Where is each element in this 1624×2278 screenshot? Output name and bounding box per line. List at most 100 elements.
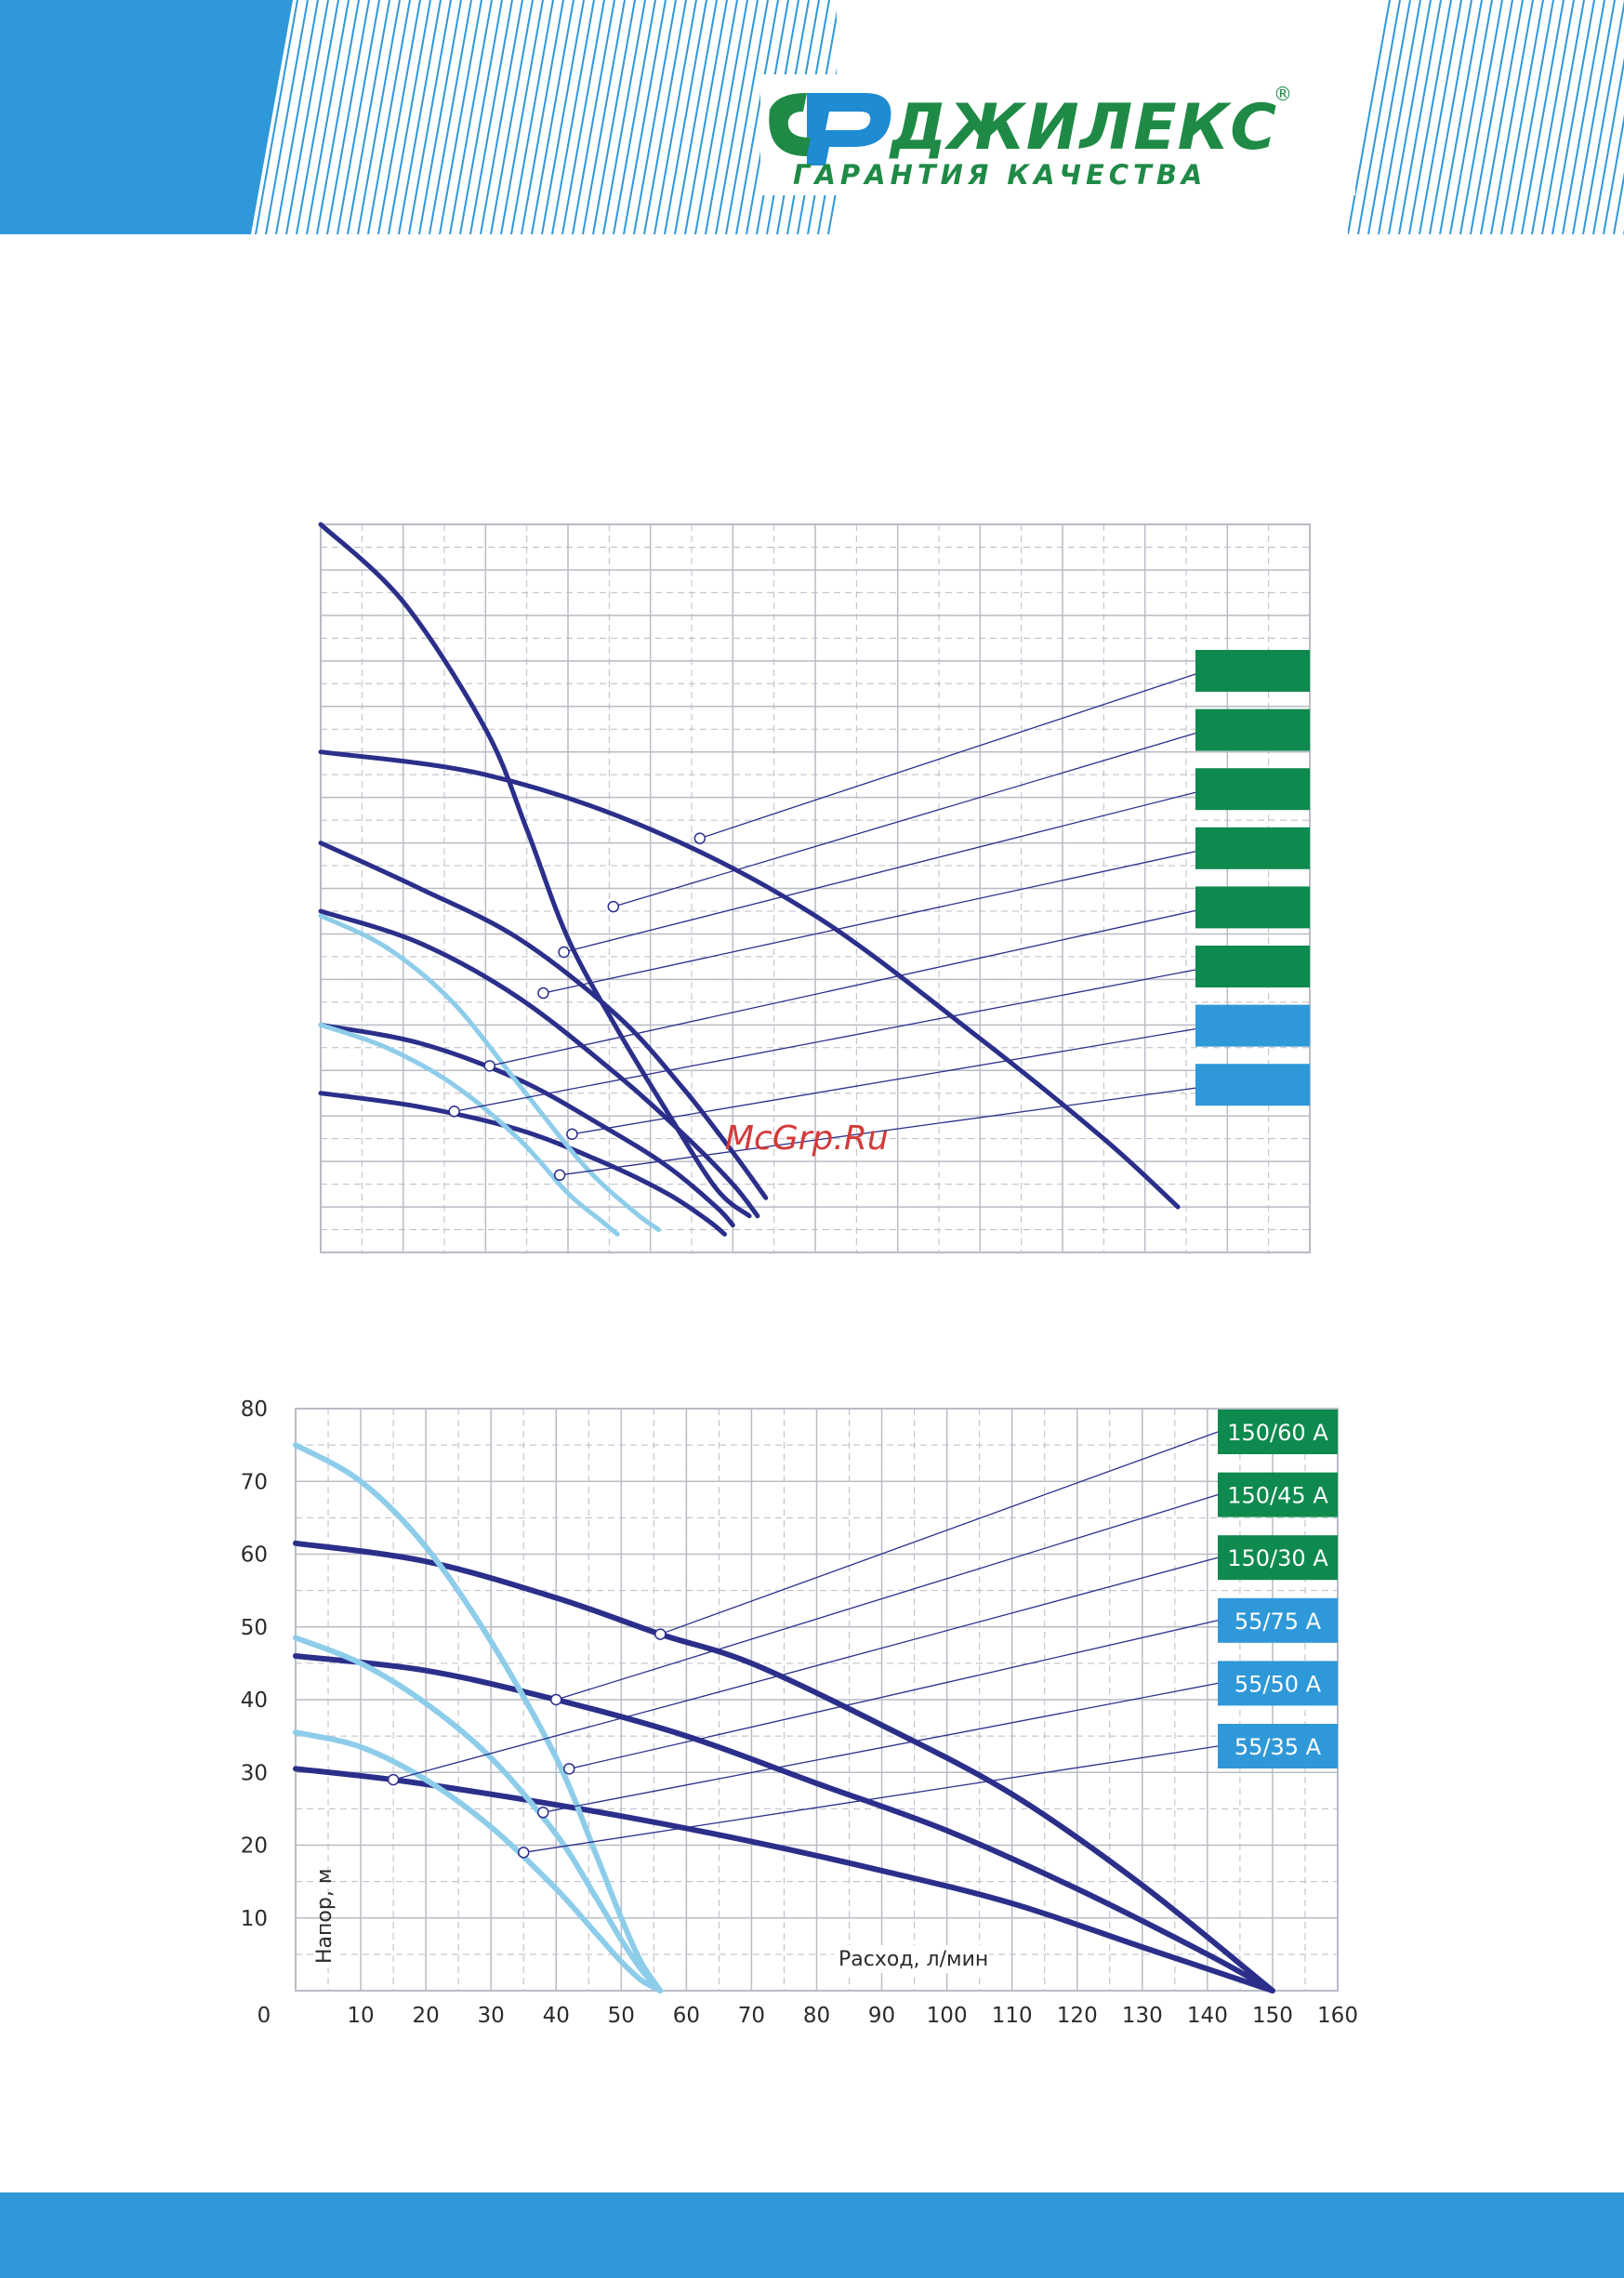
header-stripe	[735, 0, 779, 234]
model-label-box	[1195, 768, 1310, 811]
performance-curve-6	[293, 1729, 664, 1993]
leader-line	[523, 1745, 1219, 1853]
y-tick-label: 70	[241, 1470, 268, 1494]
header-stripe	[715, 0, 759, 234]
x-tick-label: 10	[347, 2004, 374, 2028]
model-label-text: 55/50 А	[1235, 1671, 1322, 1697]
model-label-box	[1218, 1724, 1338, 1768]
performance-curve-2	[293, 1653, 1275, 1993]
model-label-box	[1218, 1535, 1338, 1581]
leader-line	[699, 673, 1196, 840]
curve-marker	[607, 900, 620, 913]
brand-logo: ДЖИЛЕКС ® ГАРАНТИЯ КАЧЕСТВА	[760, 74, 1355, 195]
performance-curve-1	[318, 522, 752, 1219]
curve-marker	[517, 1847, 530, 1859]
x-tick-label: 140	[1187, 2004, 1228, 2028]
x-tick-label: 20	[412, 2004, 439, 2028]
header-stripe	[531, 0, 574, 234]
y-axis-title: Напор, м	[313, 1869, 337, 1964]
header-stripe	[1582, 0, 1624, 234]
header-stripe	[490, 0, 534, 234]
curve-marker	[566, 1128, 578, 1141]
curve-marker	[550, 1693, 562, 1706]
header-stripe	[306, 0, 350, 234]
leader-line	[454, 969, 1196, 1112]
header-stripe	[377, 0, 421, 234]
model-label-text: 150/45 А	[1227, 1483, 1328, 1509]
header-stripe	[296, 0, 339, 234]
curve-marker	[448, 1106, 460, 1118]
curve-marker	[387, 1773, 400, 1786]
leader-line	[543, 1682, 1219, 1813]
model-label-text: 150/60 А	[1227, 1420, 1328, 1446]
header-stripe	[592, 0, 636, 234]
header-stripe	[633, 0, 677, 234]
header-stripe	[459, 0, 503, 234]
y-tick-label: 40	[241, 1689, 268, 1713]
top-chart-markers	[448, 832, 706, 1182]
header-stripe	[429, 0, 472, 234]
leader-line	[543, 851, 1196, 994]
header-stripe	[1378, 0, 1421, 234]
header-stripe	[1500, 0, 1544, 234]
header-stripes-left	[255, 0, 837, 234]
x-axis-title: Расход, л/мин	[838, 1948, 988, 1971]
y-tick-label: 80	[241, 1397, 268, 1422]
registered-mark: ®	[1274, 83, 1292, 105]
header-stripe	[449, 0, 493, 234]
top-chart-leader-lines	[454, 673, 1196, 1176]
x-tick-label: 160	[1317, 2004, 1358, 2028]
header-stripe	[1470, 0, 1513, 234]
header-stripe	[582, 0, 626, 234]
x-tick-label: 110	[992, 2004, 1033, 2028]
header-stripe	[521, 0, 564, 234]
top-chart-model-labels	[1195, 650, 1310, 1106]
curve-marker	[553, 1169, 566, 1182]
header-stripe	[1562, 0, 1605, 234]
model-label-box	[1195, 886, 1310, 929]
header-stripe	[367, 0, 411, 234]
x-tick-label: 120	[1057, 2004, 1098, 2028]
x-tick-label: 60	[673, 2004, 700, 2028]
x-tick-label: 80	[803, 2004, 830, 2028]
curve-marker	[536, 1807, 549, 1819]
y-tick-label: 10	[241, 1907, 268, 1931]
header-blue-block	[0, 0, 293, 234]
leader-line	[392, 1556, 1219, 1781]
header-stripe	[510, 0, 554, 234]
header-stripe	[1613, 171, 1624, 234]
header-stripe	[326, 0, 370, 234]
performance-curve-3	[318, 841, 769, 1200]
header-stripe	[469, 0, 513, 234]
y-tick-label: 60	[241, 1543, 268, 1568]
model-label-box	[1218, 1472, 1338, 1517]
header-stripe	[357, 0, 401, 234]
leader-line	[569, 1620, 1219, 1769]
model-label-box	[1218, 1597, 1338, 1643]
header-stripe	[705, 0, 748, 234]
header-stripe	[694, 0, 738, 234]
performance-curve-2	[318, 749, 1181, 1210]
curve-marker	[558, 946, 570, 959]
top-chart: McGrp.Ru	[318, 522, 1311, 1253]
model-label-box	[1195, 709, 1310, 751]
header-stripe	[602, 0, 646, 234]
performance-curve-5	[318, 1022, 735, 1228]
performance-curve-8	[318, 1022, 620, 1237]
header-stripe	[265, 0, 309, 234]
header-stripe	[480, 0, 523, 234]
header-stripe	[1551, 0, 1595, 234]
x-tick-label: 50	[608, 2004, 635, 2028]
header-stripe	[1490, 0, 1534, 234]
x-tick-label: 70	[738, 2004, 765, 2028]
header-stripe	[1449, 0, 1493, 234]
performance-curve-4	[318, 908, 760, 1219]
performance-curve-6	[318, 1091, 727, 1237]
header-stripe	[388, 0, 431, 234]
curve-marker	[693, 832, 706, 844]
header-stripe	[541, 0, 585, 234]
x-tick-label: 90	[868, 2004, 895, 2028]
x-tick-label: 30	[478, 2004, 505, 2028]
curve-marker	[537, 987, 549, 1000]
header-stripe	[275, 0, 319, 234]
